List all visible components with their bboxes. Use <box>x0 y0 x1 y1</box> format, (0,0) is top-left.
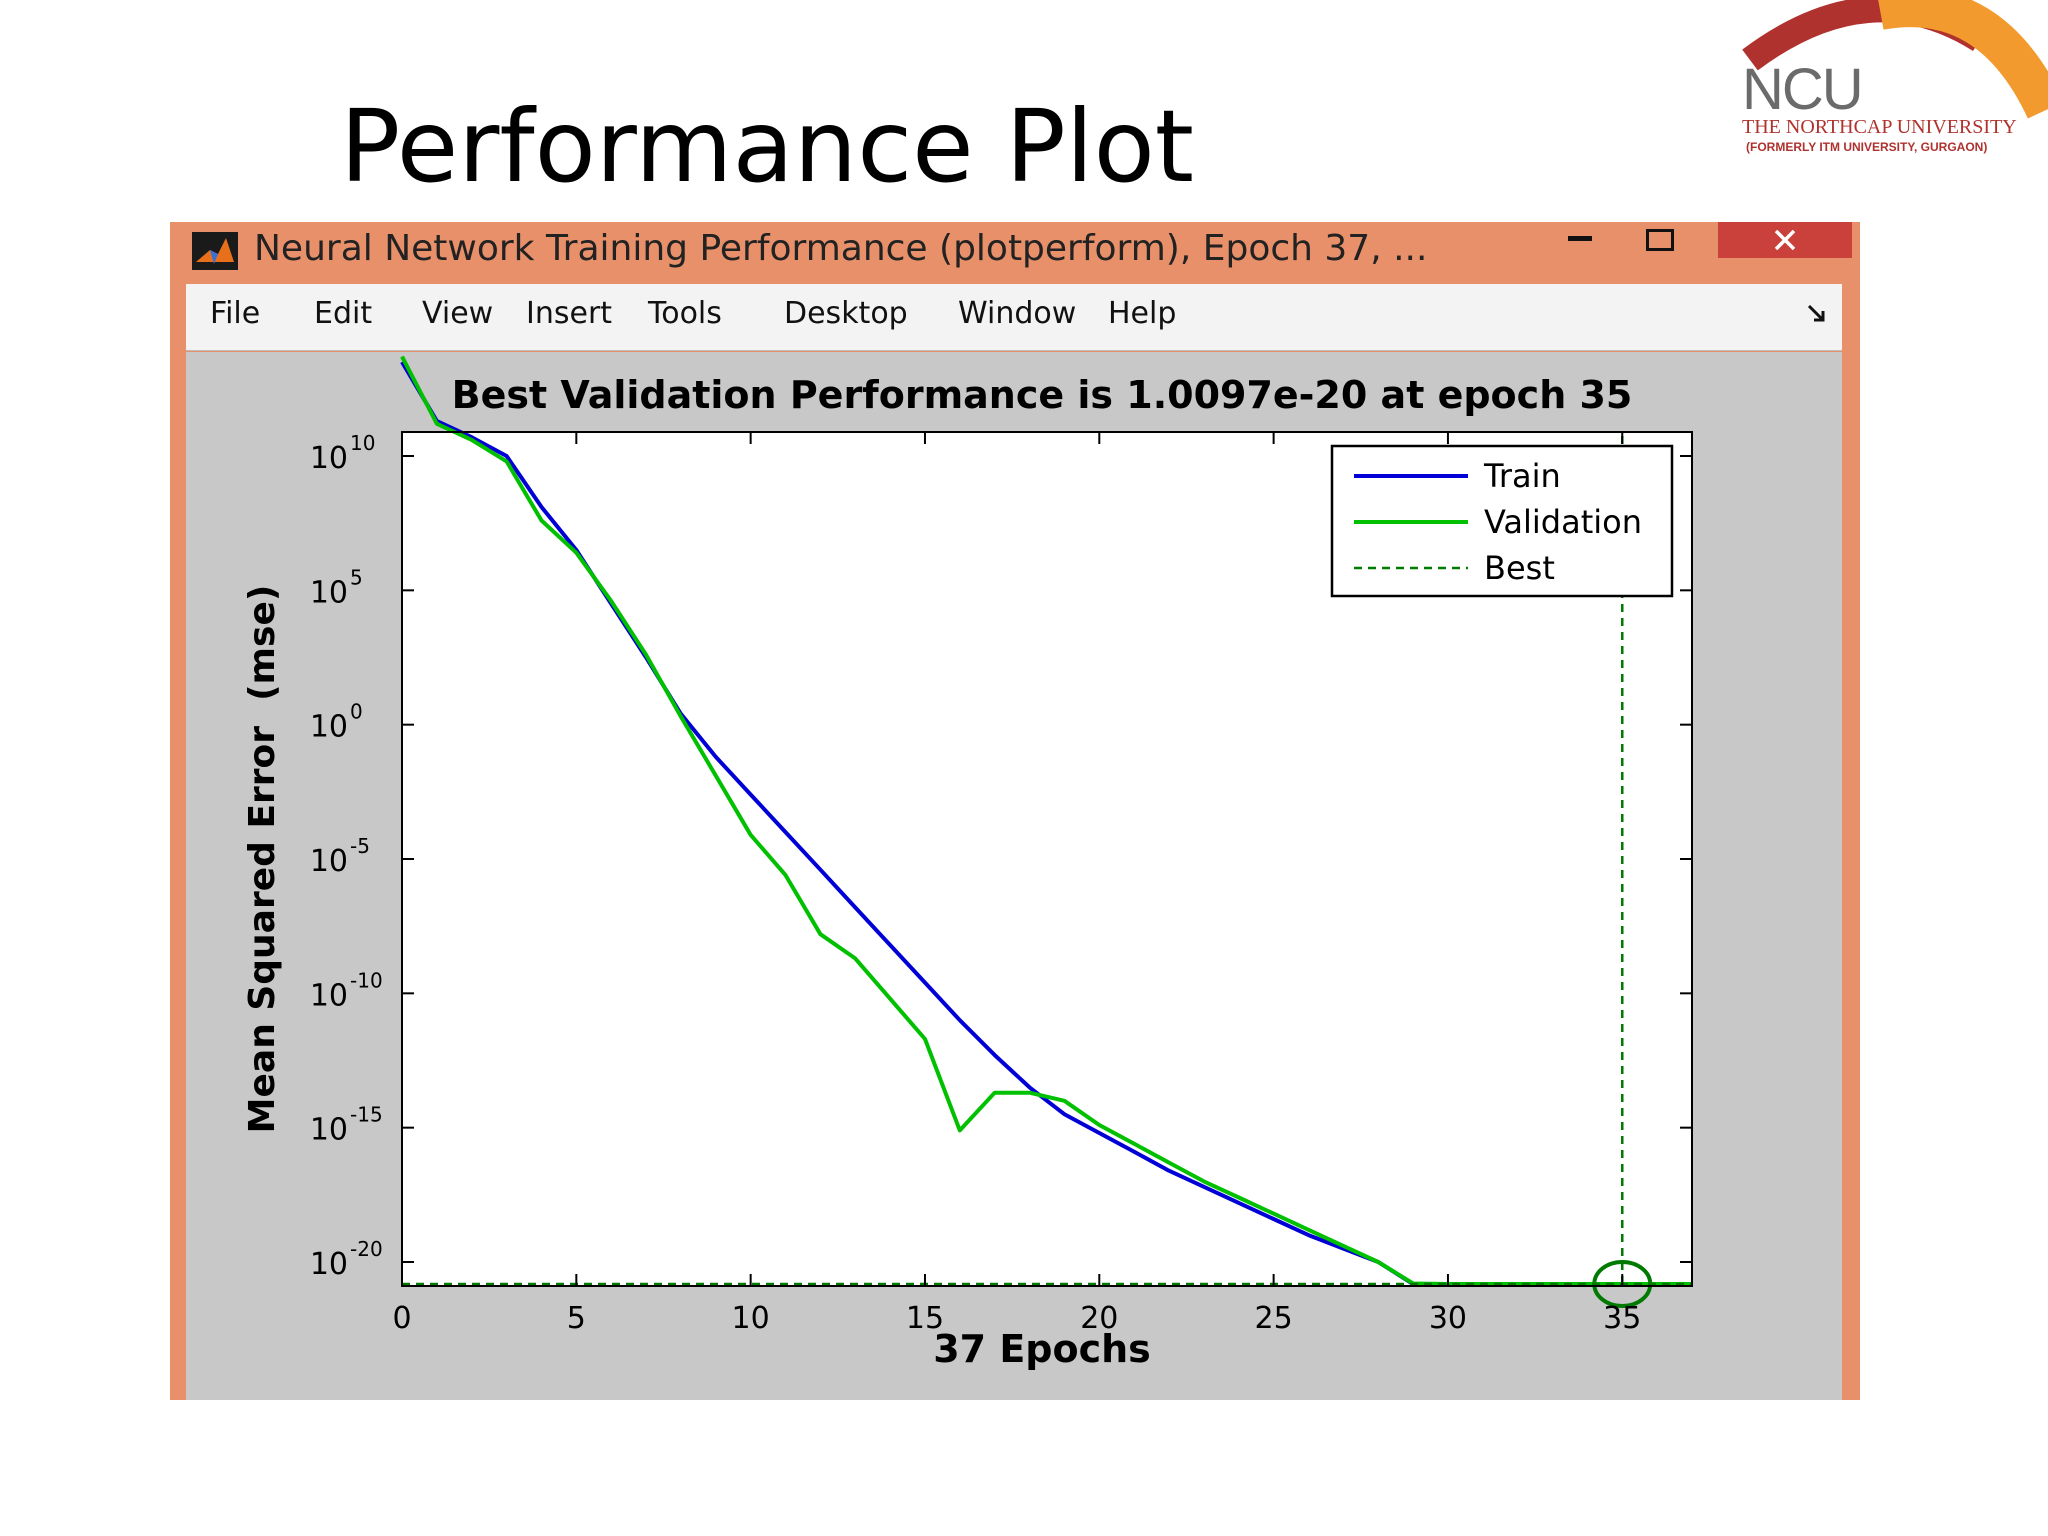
menu-tools[interactable]: Tools <box>648 296 722 331</box>
y-tick-exp-5: -15 <box>350 1103 383 1127</box>
y-tick-exp-0: 10 <box>350 431 375 455</box>
menu-window[interactable]: Window <box>958 296 1077 331</box>
y-tick-exp-3: -5 <box>350 834 370 858</box>
menu-file[interactable]: File <box>210 296 261 331</box>
x-tick-label-0: 0 <box>392 1301 411 1336</box>
x-tick-label-5: 25 <box>1255 1301 1293 1336</box>
x-tick-label-6: 30 <box>1429 1301 1467 1336</box>
menu-bar: File Edit View Insert Tools Desktop Wind… <box>186 284 1842 351</box>
logo-line2: (FORMERLY ITM UNIVERSITY, GURGAON) <box>1746 140 1988 154</box>
figure-window: Neural Network Training Performance (plo… <box>170 222 1860 1400</box>
close-button[interactable] <box>1718 222 1852 258</box>
legend-label-validation: Validation <box>1484 503 1642 541</box>
x-tick-label-2: 10 <box>732 1301 770 1336</box>
ncu-logo-arc <box>1742 0 2048 119</box>
y-tick-exp-4: -10 <box>350 968 383 992</box>
y-tick-base-5: 10 <box>310 1113 348 1148</box>
x-axis-label: 37 Epochs <box>933 1327 1151 1371</box>
logo-line1: THE NORTHCAP UNIVERSITY <box>1742 116 2017 138</box>
legend-label-train: Train <box>1483 457 1561 495</box>
y-tick-exp-2: 0 <box>350 700 363 724</box>
maximize-icon <box>1646 229 1674 251</box>
x-tick-label-1: 5 <box>567 1301 586 1336</box>
performance-chart: Best Validation Performance is 1.0097e-2… <box>242 355 1693 1371</box>
best-point-marker <box>1592 1260 1653 1308</box>
menu-edit[interactable]: Edit <box>314 296 373 331</box>
y-tick-base-6: 10 <box>310 1247 348 1282</box>
slide-title: Performance Plot <box>340 88 1194 205</box>
menu-desktop[interactable]: Desktop <box>784 296 908 331</box>
logo-name: NCU <box>1742 57 1864 122</box>
maximize-button[interactable] <box>1630 222 1690 258</box>
minimize-icon <box>1568 236 1592 241</box>
menu-insert[interactable]: Insert <box>526 296 613 331</box>
chart-title: Best Validation Performance is 1.0097e-2… <box>452 373 1633 417</box>
minimize-button[interactable] <box>1550 222 1610 258</box>
menu-view[interactable]: View <box>422 296 494 331</box>
y-tick-base-0: 10 <box>310 441 348 476</box>
close-icon <box>1774 229 1796 251</box>
y-tick-base-3: 10 <box>310 844 348 879</box>
figure-area: Best Validation Performance is 1.0097e-2… <box>186 352 1842 1400</box>
dock-arrow-icon[interactable] <box>1806 302 1828 324</box>
y-tick-base-2: 10 <box>310 710 348 745</box>
x-tick-label-4: 20 <box>1080 1301 1118 1336</box>
y-tick-base-4: 10 <box>310 978 348 1013</box>
y-tick-exp-1: 5 <box>350 565 363 589</box>
series-line-validation <box>400 355 1692 1286</box>
y-tick-exp-6: -20 <box>350 1237 383 1261</box>
window-title: Neural Network Training Performance (plo… <box>254 228 1428 269</box>
matlab-icon <box>192 232 238 270</box>
y-tick-base-1: 10 <box>310 575 348 610</box>
legend-label-best: Best <box>1484 549 1555 587</box>
title-bar[interactable]: Neural Network Training Performance (plo… <box>170 222 1860 282</box>
y-axis-label: Mean Squared Error (mse) <box>242 585 283 1134</box>
x-tick-label-3: 15 <box>906 1301 944 1336</box>
menu-help[interactable]: Help <box>1108 296 1177 331</box>
x-tick-label-7: 35 <box>1603 1301 1641 1336</box>
